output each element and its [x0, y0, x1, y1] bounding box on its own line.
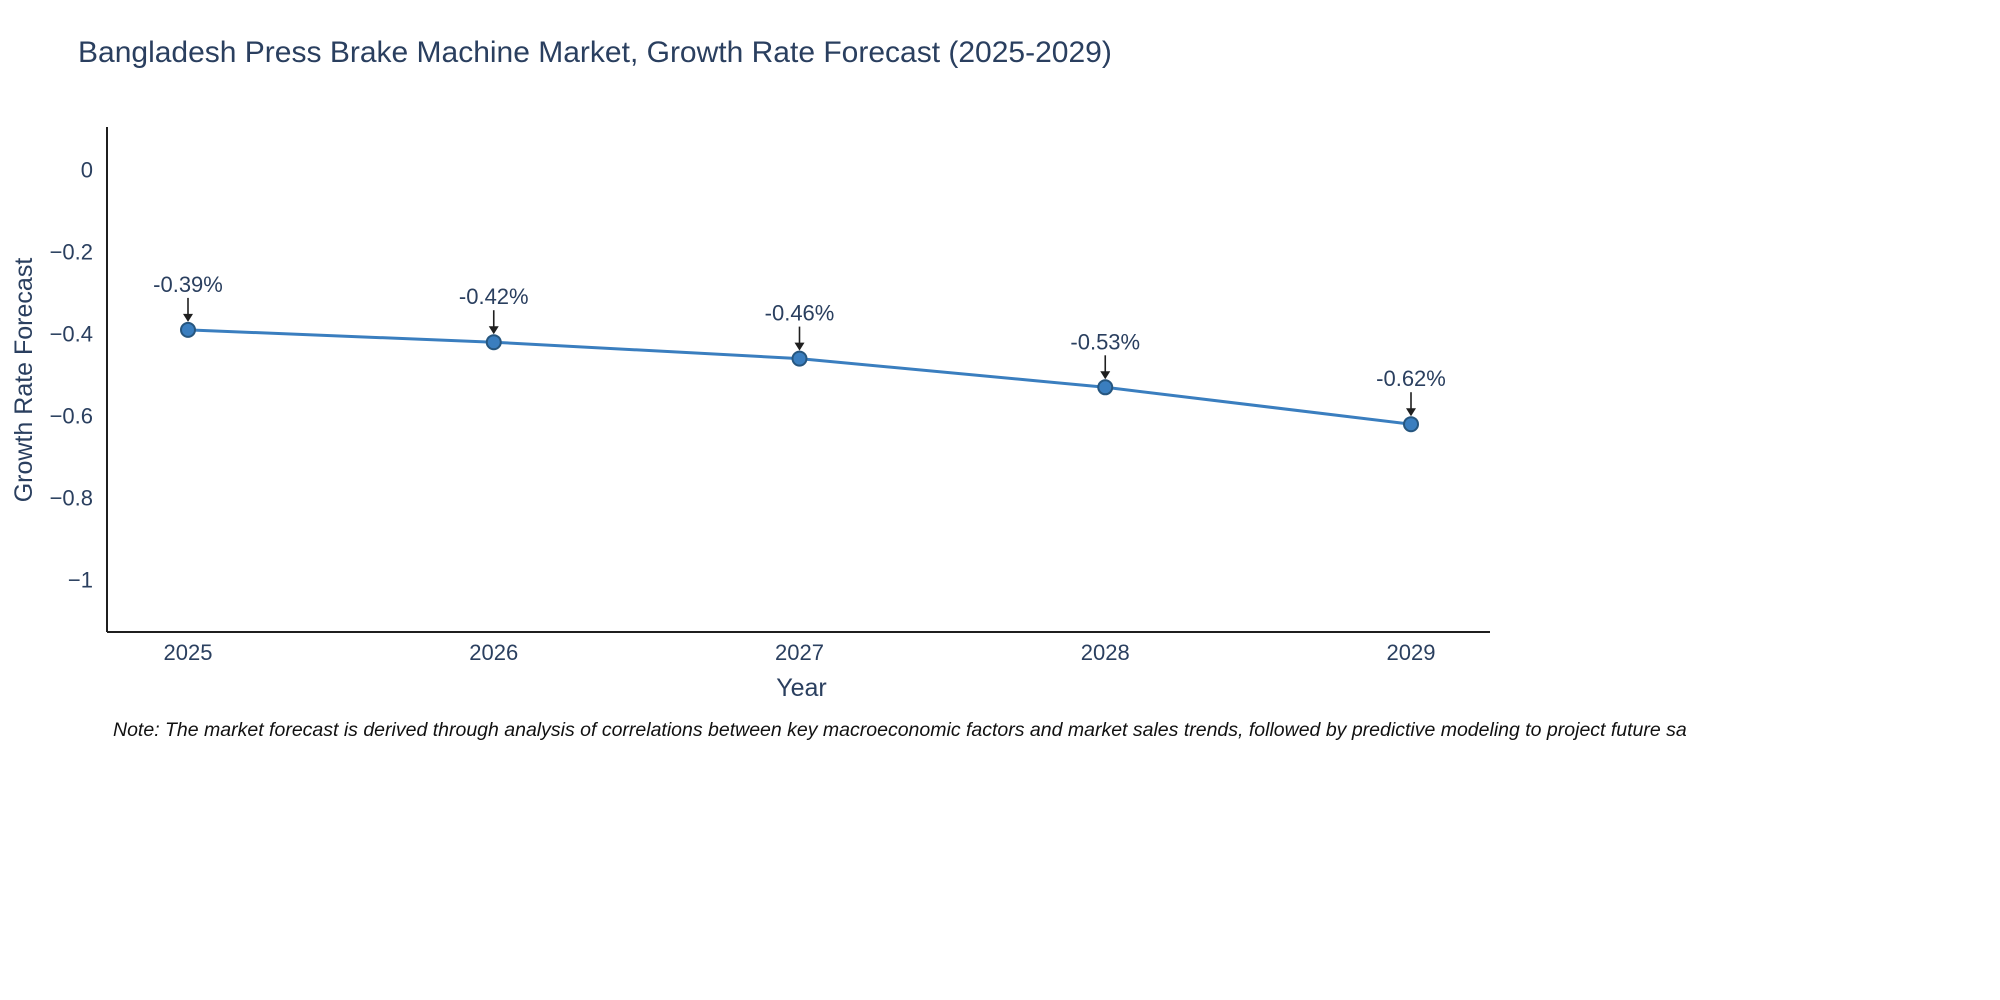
x-tick-label: 2025 [164, 640, 213, 665]
x-tick-label: 2029 [1387, 640, 1436, 665]
y-tick-label: −0.8 [50, 486, 93, 511]
chart-footnote: Note: The market forecast is derived thr… [113, 719, 1687, 741]
annotation-arrowhead-icon [1100, 371, 1111, 380]
x-tick-label: 2026 [469, 640, 518, 665]
data-point-label: -0.42% [459, 284, 529, 309]
data-point-label: -0.62% [1376, 366, 1446, 391]
y-tick-label: −0.4 [50, 322, 93, 347]
y-tick-label: −1 [68, 568, 93, 593]
annotation-arrowhead-icon [1406, 408, 1416, 417]
data-point-marker [485, 334, 502, 351]
growth-rate-line-chart: 0 −0.2 −0.4 −0.6 −0.8 −1 2025 2026 2027 2028 2029 Y… [10, 127, 1490, 702]
data-point-label: -0.39% [153, 272, 223, 297]
data-point-marker [1403, 416, 1419, 433]
data-point-label: -0.53% [1070, 329, 1140, 354]
y-tick-label: −0.6 [50, 404, 93, 429]
data-point-label: -0.46% [765, 301, 835, 326]
x-tick-label: 2028 [1081, 640, 1130, 665]
annotation-arrowhead-icon [488, 326, 499, 335]
data-point-marker [791, 350, 808, 367]
annotation-arrowhead-icon [183, 313, 193, 322]
y-tick-label: −0.2 [50, 240, 93, 265]
y-tick-label: 0 [81, 158, 93, 183]
annotation-arrowhead-icon [794, 342, 805, 351]
x-tick-label: 2027 [775, 640, 824, 665]
data-point-marker [180, 321, 196, 338]
data-point-marker [1097, 379, 1114, 396]
x-axis-title: Year [776, 674, 827, 702]
y-axis-title: Growth Rate Forecast [10, 258, 38, 503]
chart-title: Bangladesh Press Brake Machine Market, G… [78, 36, 1112, 69]
